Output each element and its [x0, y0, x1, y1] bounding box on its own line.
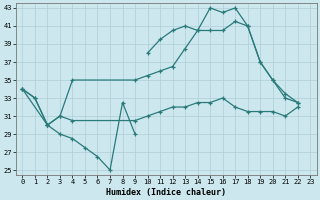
X-axis label: Humidex (Indice chaleur): Humidex (Indice chaleur) — [106, 188, 226, 197]
